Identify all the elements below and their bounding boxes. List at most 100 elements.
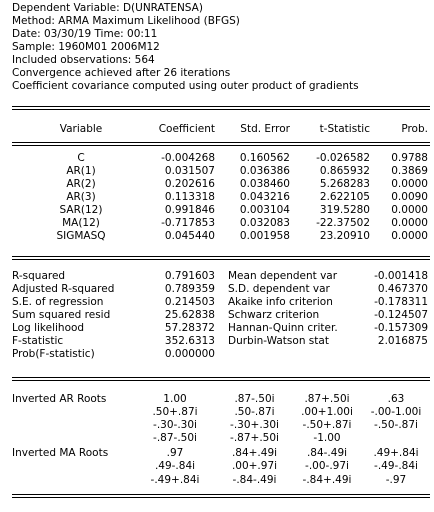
col-variable-header: Variable <box>59 123 103 135</box>
coef-std-error: 0.001958 <box>239 230 290 242</box>
col-coefficient-header: Coefficient <box>158 123 215 135</box>
coef-variable: AR(3) <box>66 191 96 203</box>
coef-t-stat: 5.268283 <box>319 178 370 190</box>
coef-std-error: 0.003104 <box>239 204 290 216</box>
coef-value: -0.717853 <box>161 217 215 229</box>
ar-root: -.50-.87i <box>374 419 418 431</box>
rule-under-headers <box>12 142 430 146</box>
coef-prob: 0.0090 <box>391 191 428 203</box>
coef-value: 0.991846 <box>164 204 215 216</box>
ma-root: -.00-.97i <box>305 460 349 472</box>
stat-label: Durbin-Watson stat <box>228 335 329 347</box>
inverted-ma-roots-label: Inverted MA Roots <box>12 447 109 459</box>
header-date-time: Date: 03/30/19 Time: 00:11 <box>12 28 158 40</box>
ar-root: .63 <box>387 393 405 405</box>
coef-variable: AR(2) <box>66 178 96 190</box>
rule-top <box>12 106 430 110</box>
coef-prob: 0.0000 <box>391 230 428 242</box>
coef-std-error: 0.043216 <box>239 191 290 203</box>
coef-value: 0.031507 <box>164 165 215 177</box>
ma-root: -.49-.84i <box>374 460 418 472</box>
coef-variable: SAR(12) <box>59 204 103 216</box>
ma-root: .97 <box>166 447 184 459</box>
coef-t-stat: 319.5280 <box>319 204 370 216</box>
ar-root: .87+.50i <box>304 393 350 405</box>
stat-label: R-squared <box>12 270 66 282</box>
ma-root: -.49+.84i <box>150 474 200 486</box>
rule-under-stats <box>12 377 430 381</box>
stat-value: -0.001418 <box>374 270 428 282</box>
col-t-statistic-header: t-Statistic <box>319 123 370 135</box>
ar-root: -.30-.30i <box>153 419 197 431</box>
stat-value: 0.791603 <box>164 270 215 282</box>
header-dependent-variable: Dependent Variable: D(UNRATENSA) <box>12 2 203 14</box>
header-method: Method: ARMA Maximum Likelihood (BFGS) <box>12 15 240 27</box>
col-prob-header: Prob. <box>401 123 428 135</box>
coef-t-stat: -0.026582 <box>316 152 370 164</box>
stat-label: S.E. of regression <box>12 296 104 308</box>
coef-prob: 0.0000 <box>391 178 428 190</box>
header-convergence: Convergence achieved after 26 iterations <box>12 67 231 79</box>
header-observations: Included observations: 564 <box>12 54 155 66</box>
coef-variable: SIGMASQ <box>56 230 106 242</box>
coef-std-error: 0.038460 <box>239 178 290 190</box>
rule-under-coefficients <box>12 256 430 260</box>
coef-variable: MA(12) <box>62 217 100 229</box>
coef-prob: 0.9788 <box>391 152 428 164</box>
coef-value: -0.004268 <box>161 152 215 164</box>
coef-std-error: 0.036386 <box>239 165 290 177</box>
ar-root: -.87+.50i <box>230 432 279 444</box>
coef-std-error: 0.160562 <box>239 152 290 164</box>
ma-root: .84-.49i <box>306 447 348 459</box>
coef-t-stat: 0.865932 <box>319 165 370 177</box>
stat-label: Prob(F-statistic) <box>12 348 95 360</box>
stat-value: 2.016875 <box>377 335 428 347</box>
ar-root: -1.00 <box>313 432 341 444</box>
stat-value: 25.62838 <box>164 309 215 321</box>
coef-t-stat: 2.622105 <box>319 191 370 203</box>
stat-label: Adjusted R-squared <box>12 283 115 295</box>
stat-value: 0.000000 <box>164 348 215 360</box>
ar-root: 1.00 <box>163 393 187 405</box>
ar-root: -.87-.50i <box>153 432 197 444</box>
ar-root: .50-.87i <box>234 406 275 418</box>
ma-root: .00+.97i <box>231 460 278 472</box>
coef-value: 0.202616 <box>164 178 215 190</box>
stat-value: 57.28372 <box>164 322 215 334</box>
stat-label: Akaike info criterion <box>228 296 333 308</box>
ar-root: -.00-1.00i <box>370 406 422 418</box>
stat-value: 352.6313 <box>164 335 215 347</box>
coef-variable: C <box>77 152 85 164</box>
ma-root: .49-.84i <box>154 460 196 472</box>
coef-prob: 0.3869 <box>391 165 428 177</box>
coef-variable: AR(1) <box>66 165 96 177</box>
stat-label: Hannan-Quinn criter. <box>228 322 338 334</box>
ma-root: .49+.84i <box>373 447 419 459</box>
stat-value: -0.178311 <box>374 296 428 308</box>
inverted-ar-roots-label: Inverted AR Roots <box>12 393 107 405</box>
ma-root: -.84-.49i <box>232 474 277 486</box>
stat-value: 0.467370 <box>377 283 428 295</box>
stat-label: Mean dependent var <box>228 270 338 282</box>
coef-t-stat: -22.37502 <box>316 217 370 229</box>
stat-label: F-statistic <box>12 335 64 347</box>
stat-value: 0.214503 <box>164 296 215 308</box>
header-sample: Sample: 1960M01 2006M12 <box>12 41 160 53</box>
ma-root: .84+.49i <box>231 447 278 459</box>
coef-prob: 0.0000 <box>391 217 428 229</box>
ar-root: .50+.87i <box>152 406 198 418</box>
ar-root: -.50+.87i <box>302 419 352 431</box>
coef-value: 0.045440 <box>164 230 215 242</box>
ar-root: -.30+.30i <box>230 419 279 431</box>
stat-label: Sum squared resid <box>12 309 111 321</box>
stat-label: Log likelihood <box>12 322 85 334</box>
rule-bottom <box>12 494 430 498</box>
coef-prob: 0.0000 <box>391 204 428 216</box>
stat-label: Schwarz criterion <box>228 309 320 321</box>
col-std-error-header: Std. Error <box>240 123 290 135</box>
stat-value: 0.789359 <box>164 283 215 295</box>
coef-std-error: 0.032083 <box>239 217 290 229</box>
ma-root: -.97 <box>385 474 407 486</box>
ar-root: .87-.50i <box>234 393 275 405</box>
